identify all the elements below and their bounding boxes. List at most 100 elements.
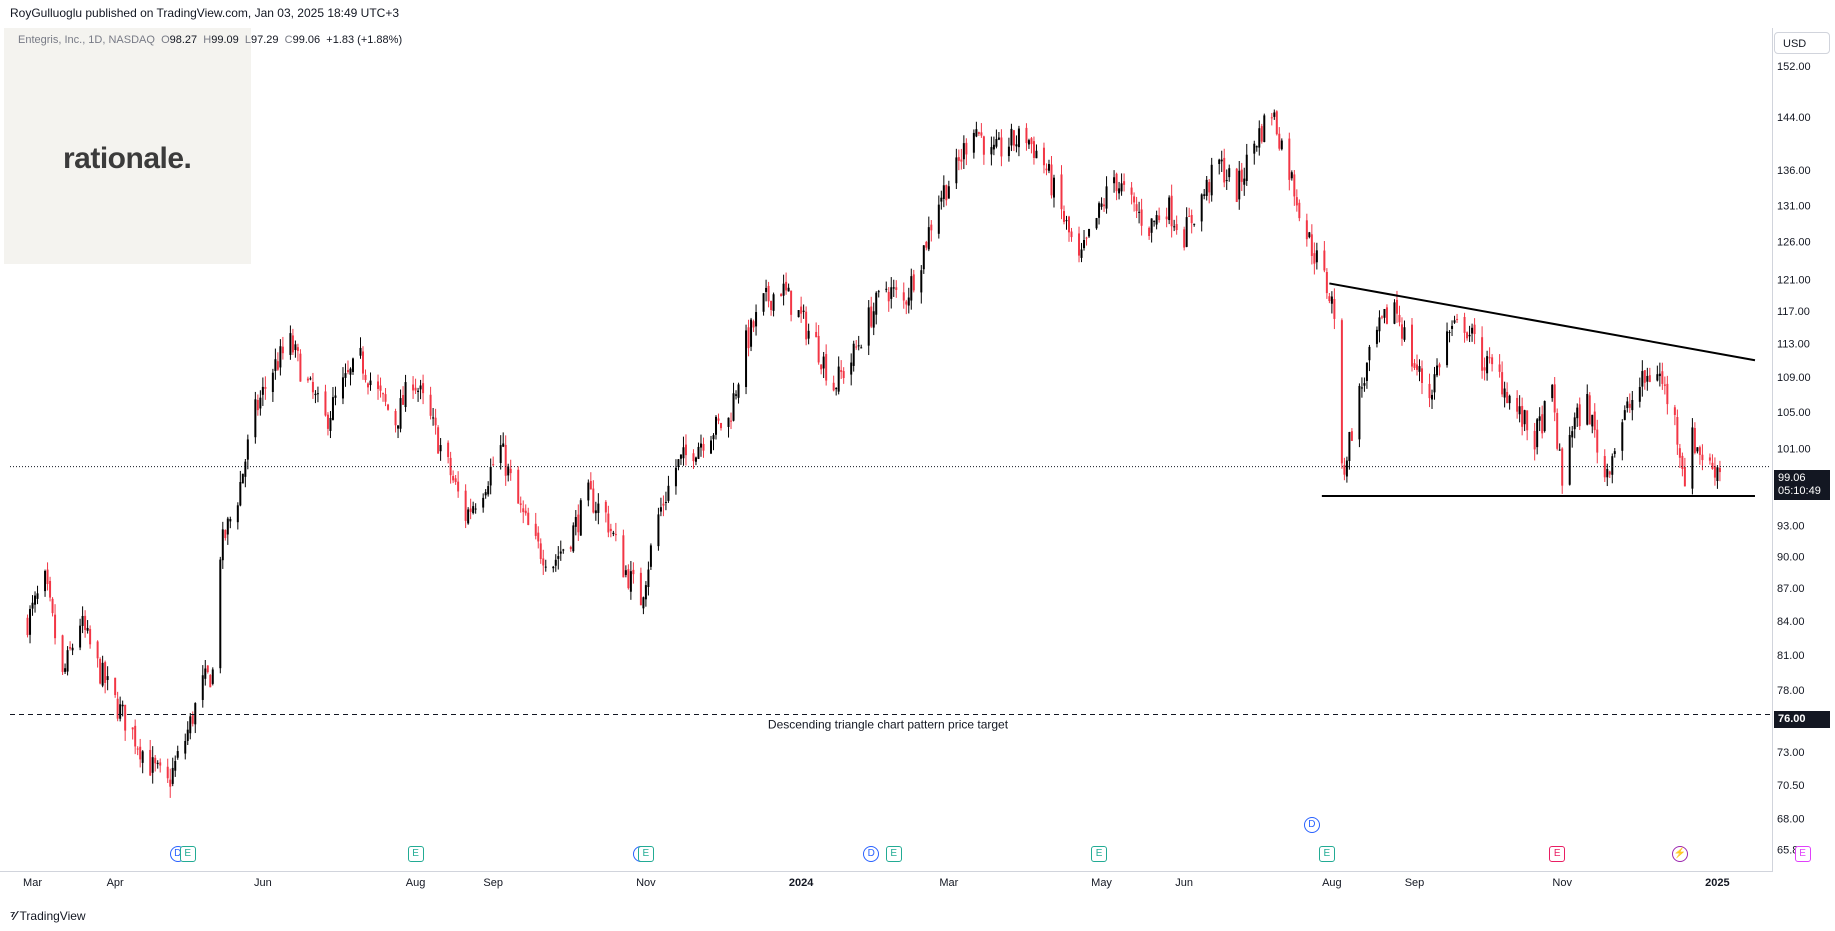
candle-body[interactable] [1646,375,1649,382]
candle-body[interactable] [1183,229,1186,248]
candle-body[interactable] [171,767,174,784]
candle-body[interactable] [702,443,705,451]
candle-body[interactable] [1348,432,1351,461]
candle-body[interactable] [417,390,420,392]
candle-body[interactable] [404,382,407,408]
candle-body[interactable] [437,427,440,454]
candle-body[interactable] [995,139,998,147]
candle-body[interactable] [907,297,910,306]
candle-body[interactable] [116,698,119,719]
candle-body[interactable] [557,556,560,559]
candle-body[interactable] [614,534,617,536]
candle-body[interactable] [124,704,127,731]
candle-body[interactable] [422,383,425,394]
candle-body[interactable] [1278,133,1281,149]
candle-body[interactable] [1436,365,1439,376]
candle-body[interactable] [134,725,137,747]
candle-body[interactable] [1638,386,1641,402]
candle-body[interactable] [1453,320,1456,323]
candle-body[interactable] [735,394,738,396]
candle-body[interactable] [1045,168,1048,171]
candle-body[interactable] [387,404,390,410]
candle-body[interactable] [261,386,264,395]
candle-body[interactable] [1200,194,1203,222]
candle-body[interactable] [1148,227,1151,236]
candle-body[interactable] [1118,188,1121,194]
candle-body[interactable] [1393,302,1396,324]
candle-body[interactable] [1190,214,1193,224]
candle-body[interactable] [1678,448,1681,458]
candle-body[interactable] [805,311,808,340]
candle-body[interactable] [1711,462,1714,469]
candle-body[interactable] [750,319,753,347]
candle-body[interactable] [1606,468,1609,478]
candle-body[interactable] [905,301,908,305]
candle-body[interactable] [817,335,820,363]
dividend-event-icon[interactable]: D [863,846,880,862]
candle-body[interactable] [577,514,580,533]
candle-body[interactable] [1701,454,1704,461]
candle-body[interactable] [294,344,297,351]
candle-body[interactable] [945,185,948,201]
candle-body[interactable] [937,204,940,234]
candle-body[interactable] [414,387,417,391]
candle-body[interactable] [484,492,487,496]
candle-body[interactable] [209,674,212,688]
candle-body[interactable] [1263,115,1266,143]
candle-body[interactable] [624,570,627,575]
candle-body[interactable] [119,704,122,719]
candle-body[interactable] [857,345,860,347]
candle-body[interactable] [174,761,177,771]
candle-body[interactable] [449,457,452,476]
candle-body[interactable] [186,729,189,741]
candle-body[interactable] [1345,460,1348,477]
candle-body[interactable] [1235,168,1238,202]
candle-body[interactable] [1135,204,1138,212]
candle-body[interactable] [1228,168,1231,178]
currency-selector[interactable]: USD [1774,32,1830,54]
candle-body[interactable] [717,418,720,421]
earnings-event-icon[interactable]: E [637,846,654,862]
candle-body[interactable] [1691,427,1694,489]
candle-body[interactable] [1340,320,1343,464]
candle-body[interactable] [1415,364,1418,370]
candle-body[interactable] [589,481,592,490]
candle-body[interactable] [241,473,244,484]
candle-body[interactable] [206,665,209,673]
candle-body[interactable] [940,197,943,202]
candle-body[interactable] [151,757,154,773]
candle-body[interactable] [1541,414,1544,434]
candle-body[interactable] [639,572,642,606]
candle-body[interactable] [527,512,530,525]
candle-body[interactable] [925,241,928,248]
candle-body[interactable] [402,395,405,405]
candle-body[interactable] [1375,329,1378,344]
candle-body[interactable] [662,503,665,506]
candle-body[interactable] [569,546,572,550]
candle-body[interactable] [1368,346,1371,361]
candle-body[interactable] [992,144,995,150]
resistance-trendline[interactable] [1329,282,1756,362]
candle-body[interactable] [397,425,400,429]
candle-body[interactable] [745,330,748,388]
candle-body[interactable] [1596,429,1599,453]
candle-body[interactable] [184,740,187,754]
candle-body[interactable] [1716,467,1719,481]
candle-body[interactable] [1363,383,1366,386]
candle-body[interactable] [256,400,259,411]
candle-body[interactable] [1098,203,1101,218]
candle-body[interactable] [910,276,913,301]
candle-body[interactable] [1208,182,1211,193]
candle-body[interactable] [1130,187,1133,195]
candle-body[interactable] [429,394,432,416]
candle-body[interactable] [1613,451,1616,455]
earnings-event-icon[interactable]: E [1091,846,1108,862]
candle-body[interactable] [790,290,793,315]
candle-body[interactable] [394,410,397,426]
candle-body[interactable] [136,748,139,750]
candle-body[interactable] [802,310,805,312]
candle-body[interactable] [942,185,945,199]
candle-body[interactable] [1032,141,1035,158]
candle-body[interactable] [1012,130,1015,146]
candle-body[interactable] [166,766,169,779]
